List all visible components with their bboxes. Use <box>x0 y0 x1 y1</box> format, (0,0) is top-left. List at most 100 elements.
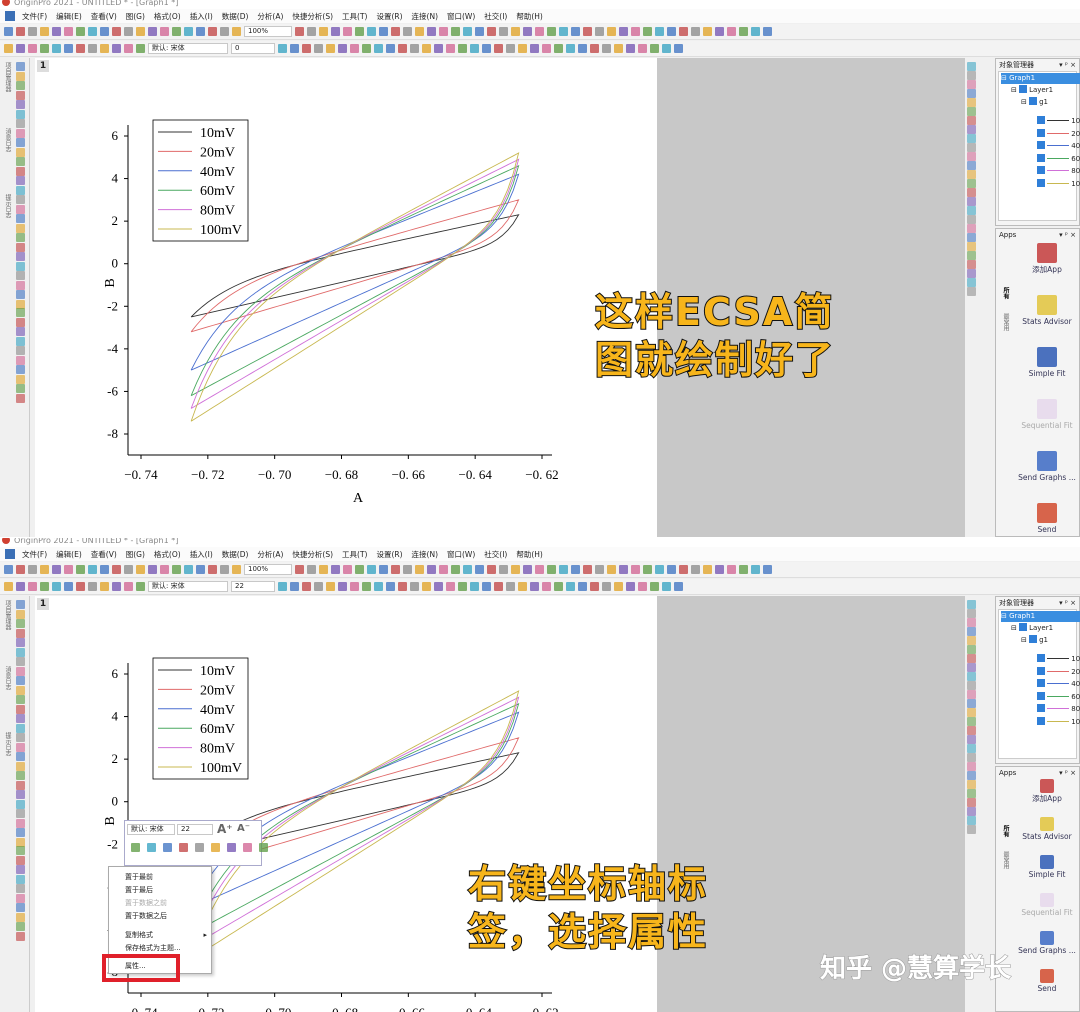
menu-item[interactable]: 图(G) <box>125 11 145 21</box>
toolbar-button-icon[interactable] <box>172 27 181 36</box>
tool-icon[interactable] <box>16 384 25 393</box>
toolbar-button-icon[interactable] <box>40 27 49 36</box>
toolbar-button-icon[interactable] <box>487 565 496 574</box>
toolbar-button-icon[interactable] <box>566 44 575 53</box>
tool-icon[interactable] <box>16 157 25 166</box>
toolbar-button-icon[interactable] <box>715 27 724 36</box>
menu-item[interactable]: 窗口(W) <box>447 11 476 21</box>
tool-icon[interactable] <box>16 223 25 233</box>
toolbar-button-icon[interactable] <box>64 27 73 36</box>
toolbar-button-icon[interactable] <box>355 27 364 36</box>
toolbar-button-icon[interactable] <box>715 565 724 574</box>
toolbar-button-icon[interactable] <box>100 27 109 36</box>
tool-icon[interactable] <box>16 733 25 742</box>
menu-item[interactable]: 数据(D) <box>221 11 249 21</box>
tool-icon[interactable] <box>16 299 25 309</box>
toolbar-button-icon[interactable] <box>136 565 145 574</box>
toolbar-button-icon[interactable] <box>76 565 85 574</box>
graph-tool-icon[interactable] <box>967 744 976 753</box>
menu-item[interactable]: 连接(N) <box>411 549 438 559</box>
context-menu-item[interactable]: 置于最前 <box>125 873 153 881</box>
tool-icon[interactable] <box>16 742 25 752</box>
tool-icon[interactable] <box>16 619 25 628</box>
layer-number-tab[interactable]: 1 <box>37 60 49 72</box>
menu-item[interactable]: 快捷分析(S) <box>292 549 334 559</box>
toolbar-button-icon[interactable] <box>439 565 448 574</box>
tool-icon[interactable] <box>16 214 25 223</box>
toolbar-button-icon[interactable] <box>463 27 472 36</box>
tree-plot-item[interactable]: 10 <box>1037 654 1080 665</box>
toolbar-button-icon[interactable] <box>547 565 556 574</box>
checkbox-icon[interactable] <box>1037 654 1045 662</box>
tool-icon[interactable] <box>16 704 25 714</box>
tool-icon[interactable] <box>16 761 25 771</box>
app-menu-icon[interactable] <box>5 549 15 559</box>
toolbar-button-icon[interactable] <box>148 565 157 574</box>
context-menu-item[interactable]: 复制格式 ▸ <box>109 929 211 942</box>
checkbox-icon[interactable] <box>1037 153 1045 162</box>
toolbar-button-icon[interactable] <box>343 27 352 36</box>
toolbar-button-icon[interactable] <box>463 565 472 574</box>
menu-item[interactable]: 分析(A) <box>257 11 284 21</box>
toolbar-button-icon[interactable] <box>403 27 412 36</box>
toolbar-button-icon[interactable] <box>679 27 688 36</box>
tool-icon[interactable] <box>16 290 25 299</box>
toolbar-button-icon[interactable] <box>667 27 676 36</box>
toolbar-button-icon[interactable] <box>314 582 323 591</box>
graph-tool-icon[interactable] <box>967 251 976 260</box>
toolbar-button-icon[interactable] <box>446 44 455 53</box>
tool-icon[interactable] <box>16 365 25 374</box>
toolbar-button-icon[interactable] <box>638 582 647 591</box>
graph-tool-icon[interactable] <box>967 609 976 618</box>
toolbar-button-icon[interactable] <box>398 582 407 591</box>
left-panel-tab[interactable]: 项目管理器 <box>4 62 11 92</box>
tool-icon[interactable] <box>16 780 25 790</box>
toolbar-button-icon[interactable] <box>40 44 49 53</box>
tool-icon[interactable] <box>16 308 25 317</box>
app-item[interactable]: Send <box>1016 503 1078 534</box>
toolbar-button-icon[interactable] <box>88 565 97 574</box>
toolbar-button-icon[interactable] <box>727 565 736 574</box>
apps-tab[interactable]: 最常用 <box>1002 313 1009 331</box>
toolbar-button-icon[interactable] <box>590 44 599 53</box>
tool-icon[interactable] <box>16 799 25 809</box>
toolbar-button-icon[interactable] <box>482 44 491 53</box>
tool-icon[interactable] <box>16 638 25 647</box>
graph-tool-icon[interactable] <box>967 771 976 780</box>
graph-tool-icon[interactable] <box>967 242 976 251</box>
graph-tool-icon[interactable] <box>967 645 976 654</box>
toolbar-button-icon[interactable] <box>243 843 252 852</box>
tree-plot-item[interactable]: 20 <box>1037 128 1080 140</box>
toolbar-button-icon[interactable] <box>458 582 467 591</box>
toolbar-button-icon[interactable] <box>160 27 169 36</box>
graph-tool-icon[interactable] <box>967 89 976 98</box>
tool-icon[interactable] <box>16 828 25 837</box>
toolbar-button-icon[interactable] <box>307 565 316 574</box>
tree-plot-item[interactable]: 10 <box>1037 716 1080 728</box>
graph-tool-icon[interactable] <box>967 681 976 690</box>
toolbar-button-icon[interactable] <box>559 27 568 36</box>
graph-tool-icon[interactable] <box>967 708 976 717</box>
toolbar-button-icon[interactable] <box>220 27 229 36</box>
toolbar-button-icon[interactable] <box>530 44 539 53</box>
graph-tool-icon[interactable] <box>967 663 976 672</box>
tool-icon[interactable] <box>16 81 25 90</box>
toolbar-button-icon[interactable] <box>4 27 13 36</box>
graph-tool-icon[interactable] <box>967 233 976 242</box>
toolbar-button-icon[interactable] <box>631 27 640 36</box>
menu-item[interactable]: 快捷分析(S) <box>292 11 334 21</box>
toolbar-button-icon[interactable] <box>16 27 25 36</box>
graph-tool-icon[interactable] <box>967 789 976 798</box>
tool-icon[interactable] <box>16 271 25 280</box>
graph-tool-icon[interactable] <box>967 780 976 789</box>
toolbar-button-icon[interactable] <box>571 27 580 36</box>
toolbar-button-icon[interactable] <box>554 44 563 53</box>
graph-tool-icon[interactable] <box>967 62 976 71</box>
toolbar-button-icon[interactable] <box>655 27 664 36</box>
toolbar-button-icon[interactable] <box>338 44 347 53</box>
graph-tool-icon[interactable] <box>967 71 976 80</box>
menu-item[interactable]: 数据(D) <box>221 549 249 559</box>
panel-close-icon[interactable]: ▾ ᵖ × <box>1059 599 1076 607</box>
graph-tool-icon[interactable] <box>967 188 976 197</box>
toolbar-button-icon[interactable] <box>458 44 467 53</box>
